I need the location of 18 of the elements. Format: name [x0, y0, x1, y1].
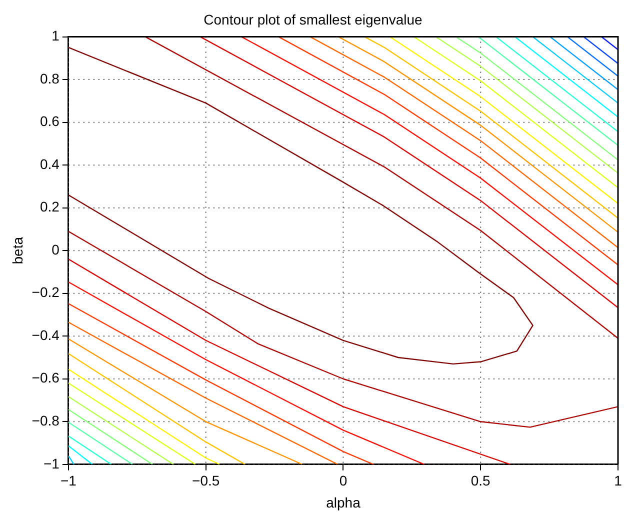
x-tick-label: 1	[614, 472, 622, 489]
y-tick-label: −0.4	[32, 326, 60, 343]
y-tick-label: −0.8	[32, 412, 60, 428]
y-tick-label: 0.6	[40, 113, 60, 130]
y-tick-label: 0	[52, 241, 60, 258]
chart-title: Contour plot of smallest eigenvalue	[204, 11, 423, 28]
y-tick-label: −1	[43, 455, 60, 472]
x-axis-title: alpha	[326, 494, 361, 510]
y-axis-title: beta	[9, 236, 26, 264]
y-tick-label: 1	[52, 28, 60, 44]
y-tick-label: −0.2	[32, 284, 60, 300]
x-tick-label: −0.5	[192, 472, 220, 489]
x-tick-label: 0.5	[470, 472, 491, 489]
y-tick-label: 0.8	[40, 70, 60, 86]
y-tick-label: 0.2	[40, 198, 60, 215]
y-tick-label: −0.6	[32, 370, 60, 386]
y-tick-label: 0.4	[40, 156, 60, 172]
x-tick-label: 0	[339, 472, 348, 489]
